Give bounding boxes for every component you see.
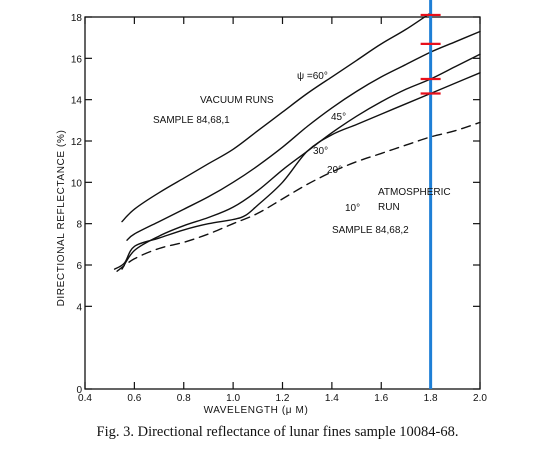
- series-label-20: 20°: [327, 165, 342, 176]
- series-line-0: [121, 12, 432, 223]
- y-tick-label: 12: [71, 137, 83, 148]
- annotation-run: RUN: [378, 202, 400, 213]
- y-tick-label: 0: [76, 385, 82, 396]
- x-tick-label: 1.6: [374, 393, 388, 404]
- x-tick-label: 0.4: [78, 393, 92, 404]
- annotation-vacuum-runs: VACUUM RUNS: [200, 95, 274, 106]
- y-axis-label: DIRECTIONAL REFLECTANCE (%): [56, 130, 67, 307]
- y-tick-label: 8: [76, 220, 82, 231]
- x-tick-label: 0.6: [127, 393, 141, 404]
- series-line-4: [116, 121, 481, 272]
- y-tick-label: 4: [76, 302, 82, 313]
- y-tick-label: 16: [71, 54, 83, 65]
- y-tick-label: 14: [71, 96, 83, 107]
- series-line-3: [113, 72, 481, 270]
- series-label-45: 45°: [331, 112, 346, 123]
- series-label-30: 30°: [313, 146, 328, 157]
- x-tick-label: 1.8: [424, 393, 438, 404]
- x-tick-label: 0.8: [177, 393, 191, 404]
- y-tick-label: 6: [76, 261, 82, 272]
- annotation-sample-2: SAMPLE 84,68,2: [332, 225, 409, 236]
- x-tick-label: 2.0: [473, 393, 487, 404]
- figure-caption: Fig. 3. Directional reflectance of lunar…: [96, 424, 459, 440]
- overlay-markers: [420, 0, 441, 389]
- series-line-2: [121, 53, 481, 270]
- series-label-10: 10°: [345, 203, 360, 214]
- series-label-60: ψ =60°: [297, 71, 328, 82]
- annotation-sample-1: SAMPLE 84,68,1: [153, 115, 230, 126]
- annotation-atmospheric: ATMOSPHERIC: [378, 187, 451, 198]
- y-tick-label: 10: [71, 178, 83, 189]
- x-tick-label: 1.4: [325, 393, 339, 404]
- x-tick-label: 1.2: [276, 393, 290, 404]
- x-axis-label: WAVELENGTH (μ M): [204, 405, 309, 416]
- axis-ticks: 0.4 0.6 0.8 1.0 1.2 1.4 1.6 1.8 2.0 0 4 6 8 10 12 14 16 1…: [71, 13, 488, 404]
- series-line-1: [126, 30, 481, 241]
- y-tick-label: 18: [71, 13, 83, 24]
- series-lines: [113, 12, 481, 272]
- x-tick-label: 1.0: [226, 393, 240, 404]
